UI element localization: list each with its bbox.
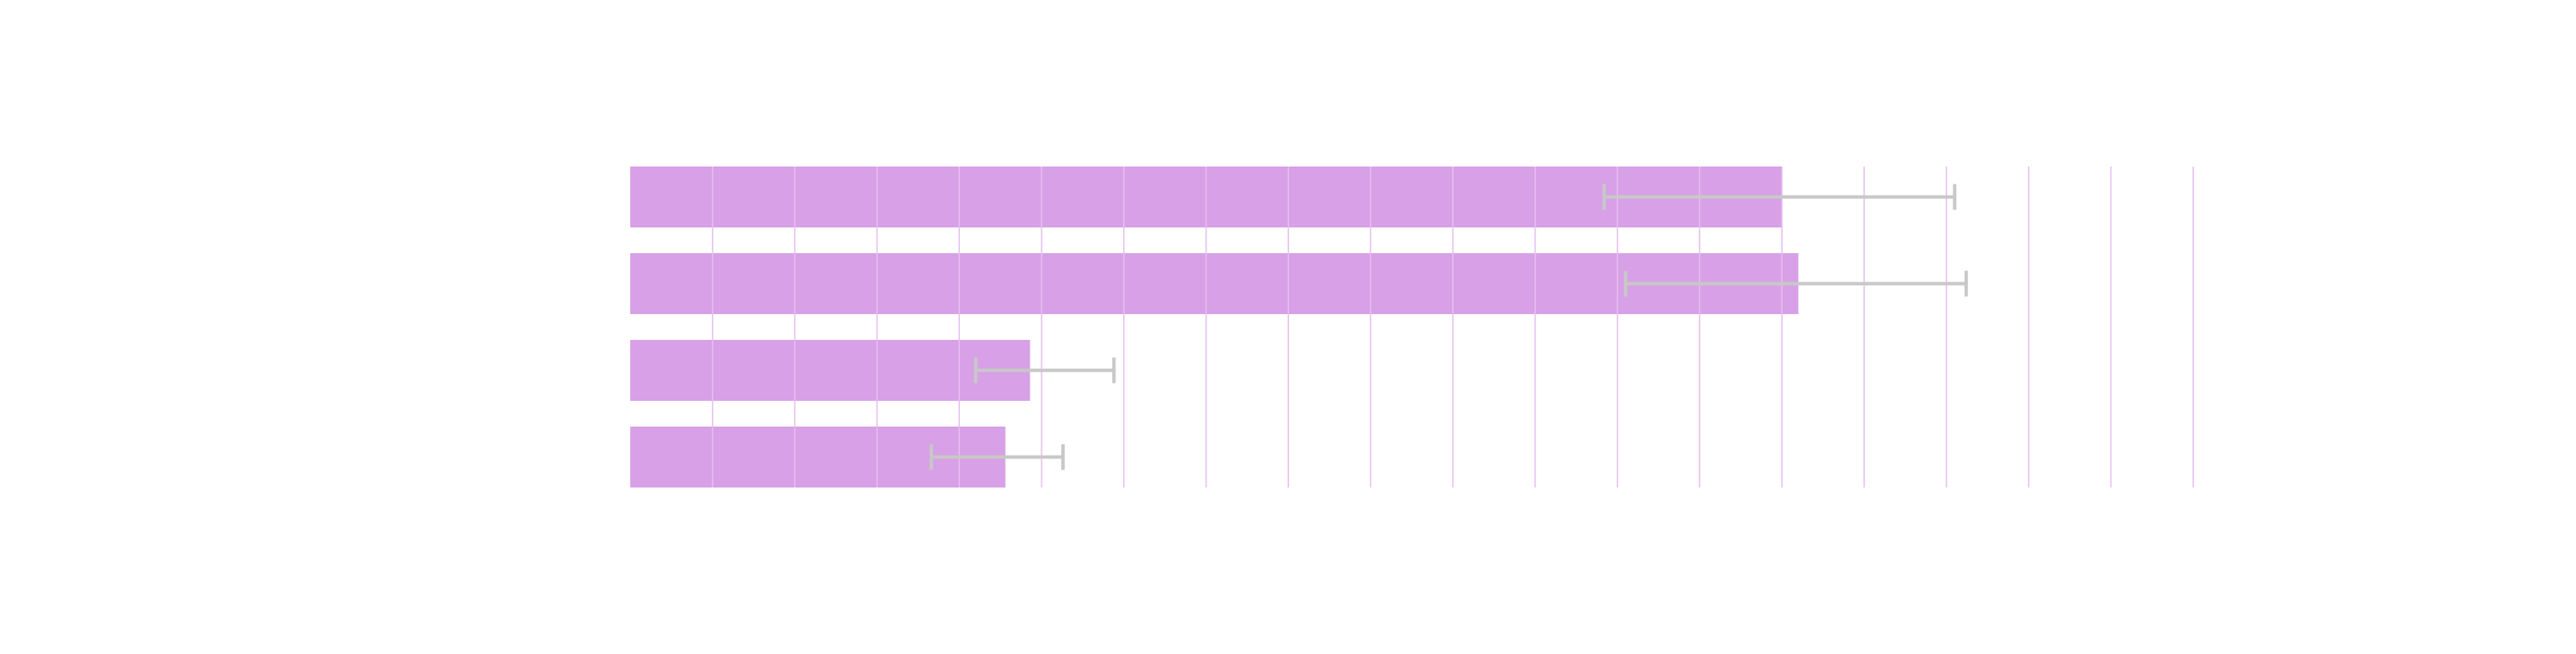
error-bar-4 — [929, 444, 1065, 470]
error-bar-3 — [974, 357, 1116, 384]
gridlines-group — [712, 167, 2194, 487]
error-bars-group — [929, 184, 1968, 470]
error-bar-1 — [1602, 184, 1957, 210]
bar-3 — [630, 340, 1030, 401]
bar-2 — [630, 253, 1799, 314]
bars-group — [630, 167, 1799, 487]
error-bar-2 — [1624, 270, 1968, 297]
